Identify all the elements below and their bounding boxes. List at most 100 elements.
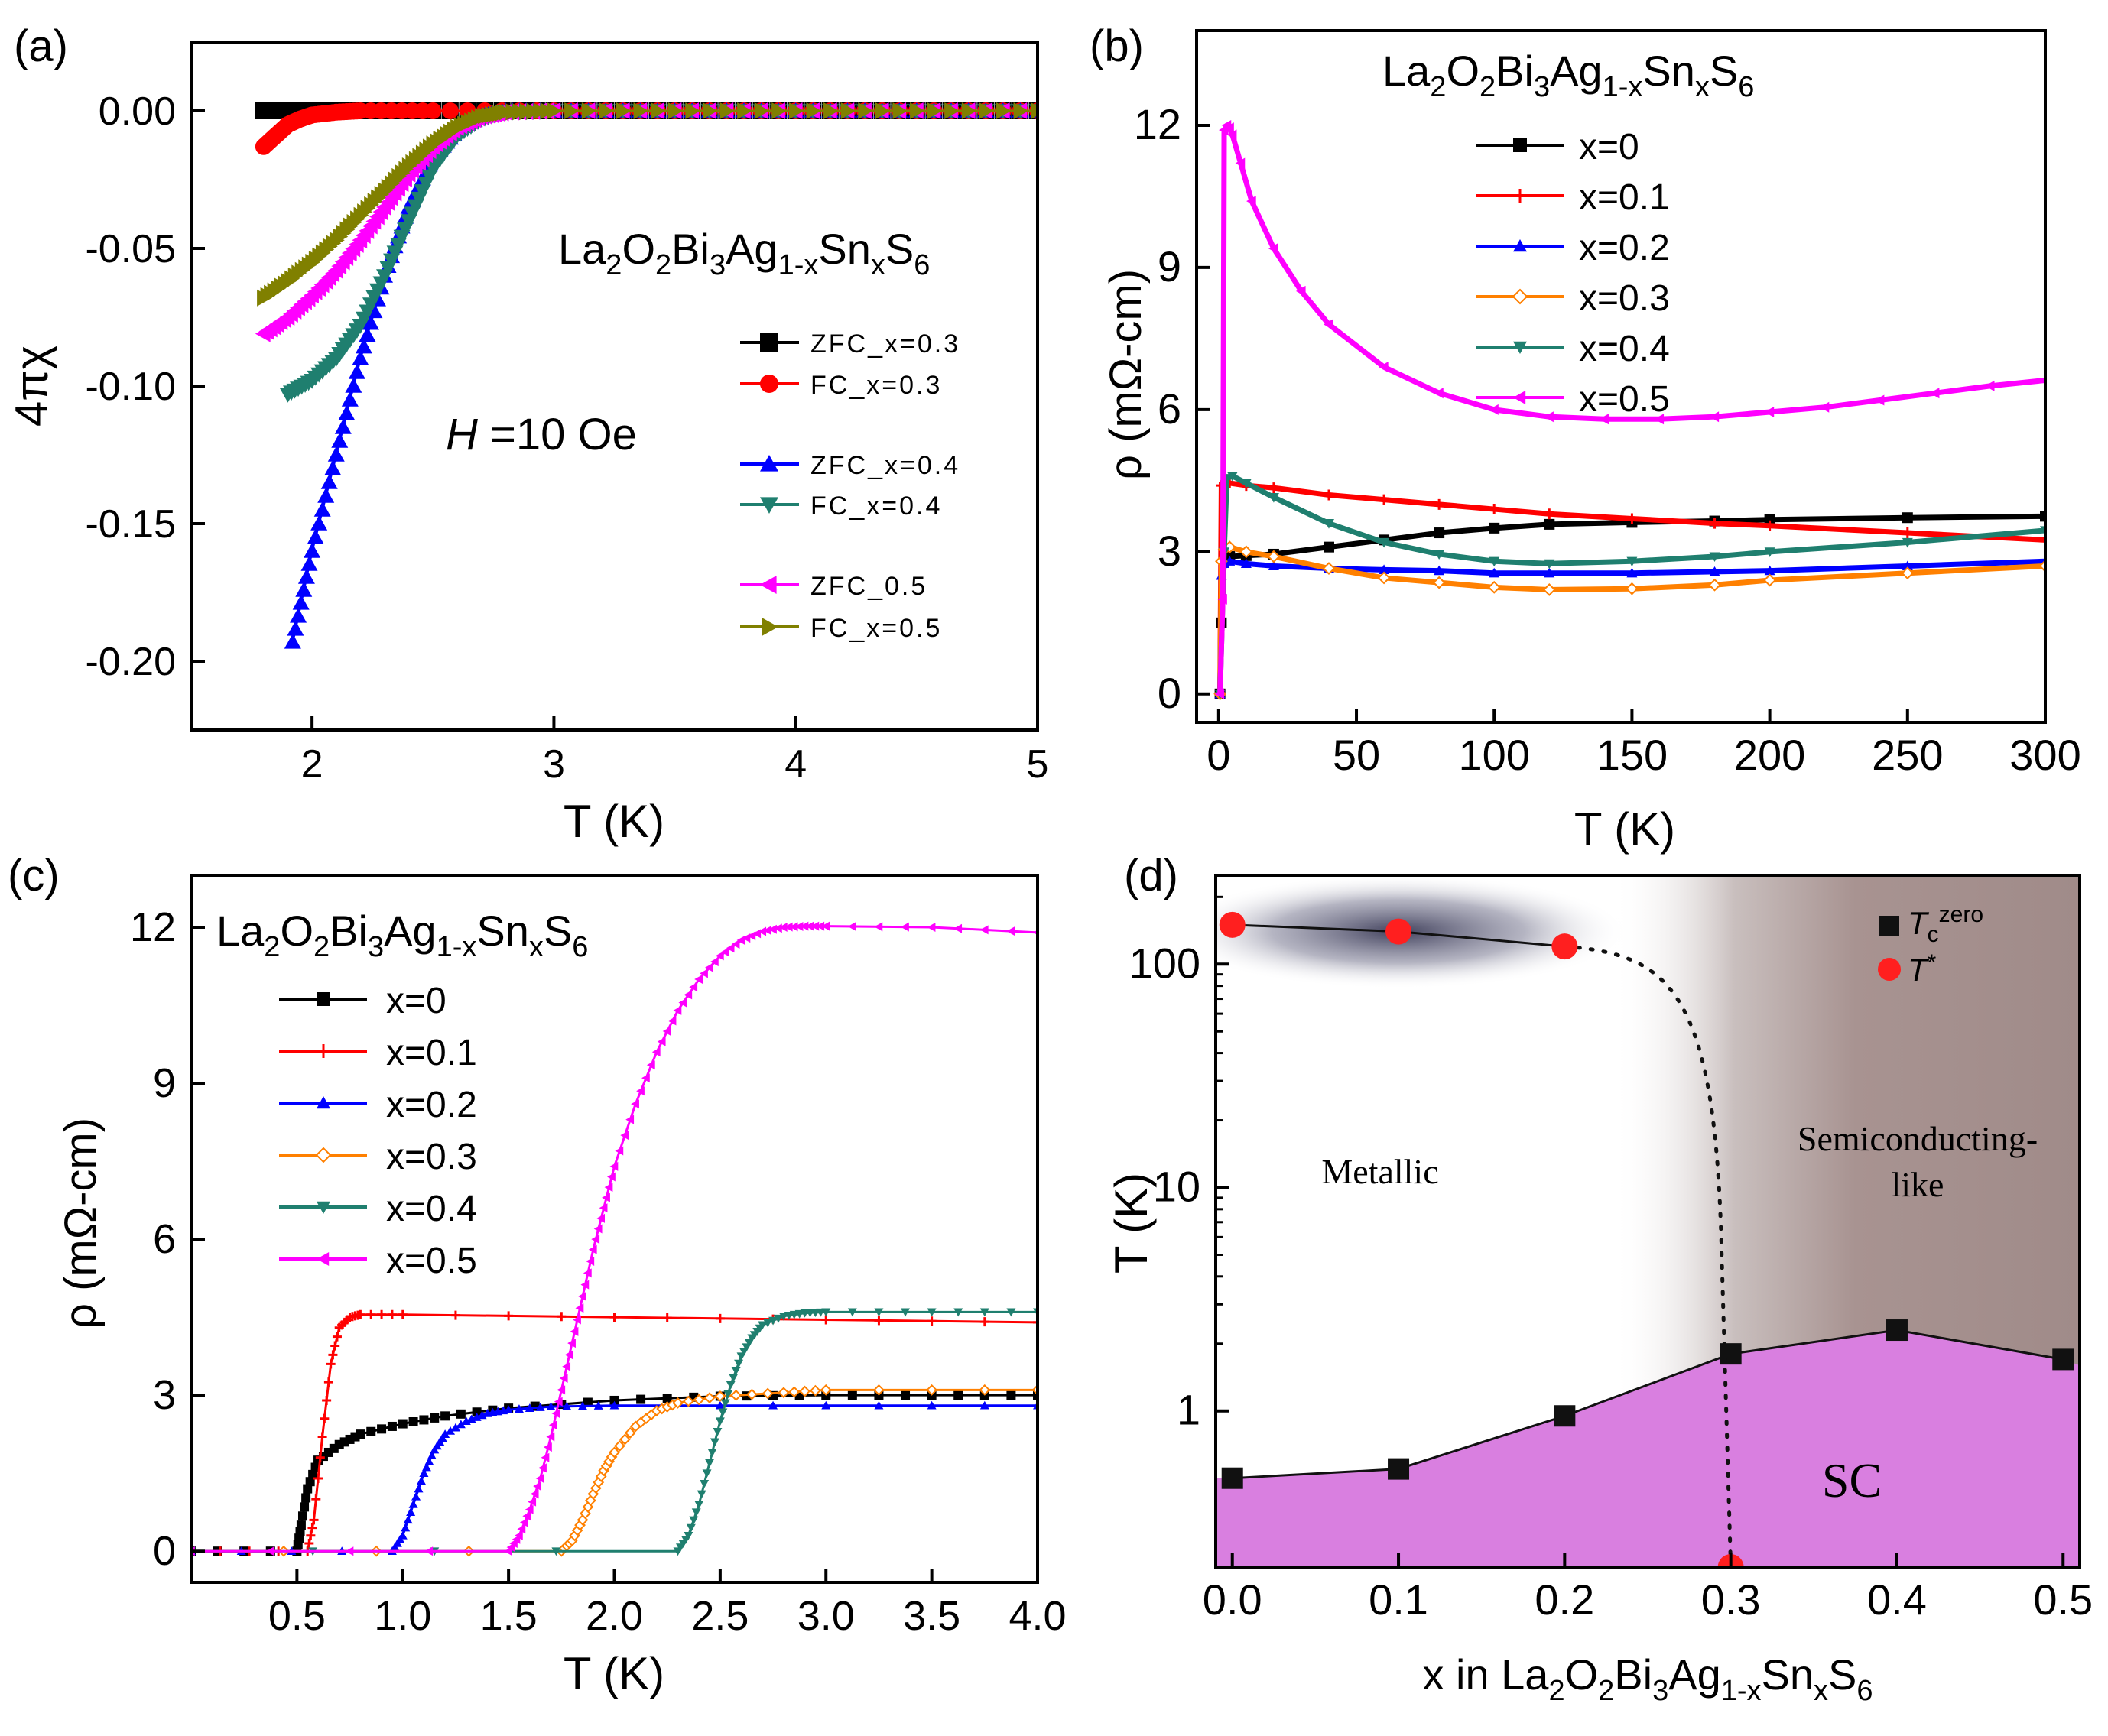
panel-c-point <box>320 1413 330 1423</box>
panel-c-point <box>927 1400 937 1410</box>
panel-c-point <box>731 1367 741 1375</box>
panel-c-xlabel: T (K) <box>564 1648 664 1699</box>
panel-c-point <box>366 1426 376 1436</box>
panel-b-point <box>1295 285 1306 297</box>
panel-b-point <box>1709 518 1720 529</box>
panel-c-point <box>408 1499 418 1508</box>
panel-a-point <box>633 102 649 119</box>
panel-c-point <box>979 925 989 935</box>
panel-c-point <box>979 1384 991 1396</box>
panel-d-xtick-label: 0.2 <box>1535 1575 1594 1624</box>
panel-a-ytick-label: -0.15 <box>85 502 176 547</box>
panel-b-point <box>1224 556 1236 566</box>
panel-c-point <box>763 1319 773 1328</box>
panel-c-point <box>729 1374 739 1383</box>
panel-c-point <box>356 1309 365 1319</box>
panel-d-xtick-label: 0.3 <box>1701 1575 1761 1624</box>
panel-c-point <box>296 1520 306 1530</box>
panel-c-point <box>514 1530 523 1540</box>
panel-c-legend-marker <box>317 1201 330 1214</box>
panel-b-point <box>1217 593 1227 605</box>
panel-c-point <box>768 1316 778 1326</box>
panel-c-axes: 0.5 1.0 1.5 2.0 2.5 3.0 3.5 4.0 0 3 6 9 12 <box>130 904 1067 1639</box>
panel-c-point <box>398 1530 408 1540</box>
panel-b-point <box>1268 482 1279 494</box>
panel-b-point <box>1323 541 1334 553</box>
panel-a-point <box>310 515 328 531</box>
panel-c-series-0 <box>191 1390 1038 1556</box>
panel-c-point <box>715 1313 725 1323</box>
tstar-shading <box>1216 875 1628 989</box>
panel-c-point <box>979 1400 989 1410</box>
panel-a-point <box>823 102 839 119</box>
panel-d: (d) 0.0 0.1 0.2 0.3 0.4 0.5 1 10 100 x in La2O2B… <box>1106 851 2093 1707</box>
panel-a-point <box>295 581 313 597</box>
panel-a-point <box>564 102 580 119</box>
panel-c-xtick-label: 3.0 <box>797 1593 855 1639</box>
panel-c-point <box>734 1359 744 1368</box>
panel-c-point <box>758 926 767 936</box>
panel-b-xtick-label: 0 <box>1207 731 1230 779</box>
panel-c-ytick-label: 0 <box>153 1528 176 1574</box>
panel-c-point <box>406 1507 416 1516</box>
panel-b-label: (b) <box>1090 21 1144 71</box>
panel-c-point <box>901 1390 911 1400</box>
panel-c-point <box>546 1402 556 1410</box>
panel-c-point <box>562 1401 572 1410</box>
panel-c-point <box>821 1315 831 1325</box>
panel-c-point <box>602 1192 610 1202</box>
panel-c-point <box>541 1452 550 1462</box>
panel-c-point <box>548 1420 557 1430</box>
panel-b-point <box>1240 558 1252 568</box>
panel-a-xlabel: T (K) <box>564 796 664 847</box>
panel-c-legend-label: x=0.2 <box>386 1085 477 1125</box>
panel-b-point <box>1544 518 1555 530</box>
panel-c-point <box>514 1404 524 1413</box>
panel-c-point <box>1033 1317 1038 1327</box>
panel-c-point <box>726 943 735 953</box>
panel-c-point <box>816 921 825 931</box>
panel-c-point <box>662 1027 671 1037</box>
panel-c-point <box>873 1384 885 1396</box>
panel-b-series-2 <box>1214 556 2045 699</box>
panel-c-point <box>313 1473 323 1483</box>
panel-b-ytick-label: 9 <box>1158 242 1181 290</box>
panel-c-point <box>300 1502 310 1512</box>
panel-b-point <box>1226 472 1238 482</box>
panel-b-point <box>1268 492 1279 503</box>
panel-c-point <box>631 1099 639 1109</box>
panel-a-point <box>910 102 925 119</box>
panel-b-point <box>1626 556 1638 567</box>
tstar-dotted-line <box>1562 944 1733 1567</box>
panel-c-point <box>609 1400 619 1410</box>
panel-c-point <box>377 1424 387 1434</box>
panel-c-point <box>567 1339 576 1348</box>
panel-c-point <box>562 1361 571 1371</box>
panel-d-ytick-label: 100 <box>1129 939 1200 987</box>
panel-c-point <box>427 1451 437 1460</box>
panel-c-point <box>614 1440 625 1452</box>
panel-b-ytick-label: 3 <box>1158 527 1181 575</box>
panel-c-point <box>596 1213 606 1223</box>
tc-zero-point <box>1554 1405 1576 1427</box>
panel-a-point <box>667 102 684 119</box>
panel-a-point <box>338 405 356 420</box>
panel-a-point <box>345 378 362 393</box>
panel-c-point <box>551 1547 561 1556</box>
panel-d-xtick-label: 0.0 <box>1203 1575 1262 1624</box>
panel-c-point <box>927 1308 937 1317</box>
panel-c-point <box>667 1016 677 1026</box>
panel-c-point <box>326 1359 336 1369</box>
panel-a-point <box>961 102 977 119</box>
panel-c-xtick-label: 2.0 <box>586 1593 643 1639</box>
panel-c-xtick-label: 1.0 <box>374 1593 431 1639</box>
panel-b-legend: x=0 x=0.1 x=0.2 x=0.3 x=0.4 x=0.5 <box>1476 127 1670 420</box>
panel-d-xlabel: x in La2O2Bi3Ag1-xSnxS6 <box>1422 1650 1873 1707</box>
panel-a-axes: 2 3 4 5 0.00 -0.05 -0.10 -0.15 -0.20 <box>85 89 1048 787</box>
panel-a-point <box>317 488 335 503</box>
panel-b-point <box>1764 520 1775 531</box>
panel-c-legend-marker <box>317 1044 330 1058</box>
panel-c-ytick-label: 6 <box>153 1216 176 1262</box>
panel-b-point <box>1379 362 1389 373</box>
panel-c-point <box>789 922 798 932</box>
